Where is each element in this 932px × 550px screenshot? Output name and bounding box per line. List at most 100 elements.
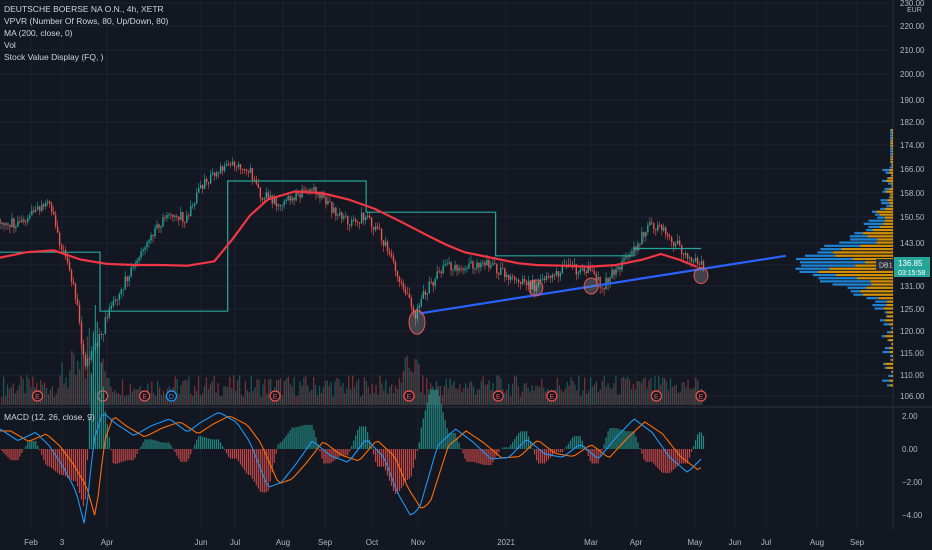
candle-body <box>444 264 446 266</box>
macd-hist-bar <box>35 441 37 449</box>
candle-body <box>682 253 685 255</box>
macd-hist-bar <box>225 449 228 454</box>
candle-body <box>146 242 148 248</box>
macd-hist-bar <box>148 439 150 449</box>
candle-body <box>19 221 21 223</box>
macd-hist-bar <box>243 449 246 471</box>
macd-legend[interactable]: MACD (12, 26, close, 9) <box>4 412 95 422</box>
volume-bar <box>361 395 364 405</box>
candle-body <box>525 281 528 286</box>
macd-hist-bar <box>61 449 63 475</box>
candle-body <box>335 207 337 216</box>
volume-bar <box>305 376 307 405</box>
indicator-vol[interactable]: Vol <box>4 40 16 50</box>
volume-bar <box>691 389 693 405</box>
vp-bar-up <box>880 319 885 322</box>
volume-bar <box>160 395 163 405</box>
candle-body <box>112 301 114 307</box>
volume-bar <box>299 381 301 405</box>
volume-bar <box>211 381 213 405</box>
vp-bar-down <box>891 155 893 158</box>
symbol-title[interactable]: DEUTSCHE BOERSE NA O.N., 4h, XETR <box>4 4 164 14</box>
candle-body <box>551 274 554 278</box>
macd-hist-bar <box>166 442 168 449</box>
candle-body <box>233 161 236 167</box>
macd-hist-bar <box>373 449 375 455</box>
volume-bar <box>492 382 494 405</box>
macd-hist-bar <box>303 425 305 449</box>
indicator-vpvr[interactable]: VPVR (Number Of Rows, 80, Up/Down, 80) <box>4 16 169 26</box>
macd-hist-bar <box>55 449 57 472</box>
candle-body <box>215 172 218 177</box>
candle-body <box>368 215 371 218</box>
macd-hist-bar <box>394 449 397 495</box>
volume-bar <box>344 393 346 405</box>
volume-bar <box>242 396 245 405</box>
volume-bar <box>669 378 672 405</box>
macd-hist-bar <box>345 449 347 456</box>
macd-hist-bar <box>261 449 263 493</box>
volume-bar <box>650 377 652 405</box>
indicator-stock-value[interactable]: Stock Value Display (FQ, ) <box>4 52 104 62</box>
candle-body <box>100 334 103 335</box>
macd-hist-bar <box>621 429 623 449</box>
candle-body <box>190 206 192 217</box>
macd-hist-bar <box>293 427 295 449</box>
vp-bar-down <box>877 238 893 241</box>
macd-hist-bar <box>524 431 526 449</box>
volume-bar <box>357 378 360 405</box>
macd-hist-bar <box>29 440 31 449</box>
volume-bar <box>439 386 442 405</box>
candle-body <box>285 199 287 202</box>
macd-hist-bar <box>637 442 639 449</box>
macd-hist-bar <box>585 449 587 451</box>
candle-body <box>490 265 492 268</box>
vp-bar-down <box>891 136 893 140</box>
macd-hist-bar <box>426 402 428 449</box>
candle-body <box>539 279 542 283</box>
candle-body <box>494 263 496 265</box>
macd-hist-bar <box>132 449 134 461</box>
volume-bar <box>422 375 424 405</box>
volume-bar <box>340 386 342 405</box>
candle-body <box>25 221 27 223</box>
macd-hist-bar <box>474 449 476 463</box>
macd-hist-bar <box>684 449 687 464</box>
volume-bar <box>102 358 104 405</box>
volume-bar <box>82 357 85 405</box>
volume-bar <box>543 387 545 405</box>
vp-bar-up <box>888 196 891 199</box>
macd-hist-bar <box>43 449 45 460</box>
volume-bar <box>379 375 381 405</box>
volume-bar <box>110 386 112 405</box>
macd-hist-bar <box>565 446 567 449</box>
macd-hist-bar <box>595 449 597 464</box>
volume-bar <box>118 393 120 405</box>
candle-body <box>52 211 55 215</box>
candle-body <box>48 201 51 204</box>
indicator-ma[interactable]: MA (200, close, 0) <box>4 28 73 38</box>
candle-body <box>0 218 1 224</box>
volume-bar <box>328 385 330 405</box>
volume-bar <box>26 375 28 405</box>
candle-body <box>535 285 538 292</box>
vp-bar-down <box>862 232 893 235</box>
candle-body <box>46 201 49 204</box>
macd-hist-bar <box>601 449 603 451</box>
volume-bar <box>617 394 619 405</box>
candle-body <box>80 322 83 344</box>
volume-bar <box>562 391 564 405</box>
vp-bar-down <box>878 297 893 300</box>
volume-bar <box>529 391 531 405</box>
candle-body <box>462 268 464 271</box>
volume-bar <box>531 385 533 405</box>
candle-body <box>404 288 407 294</box>
volume-bar <box>61 362 63 405</box>
vp-bar-down <box>884 216 893 219</box>
macd-hist-bar <box>573 436 575 449</box>
macd-hist-bar <box>325 449 327 464</box>
candle-body <box>583 268 585 272</box>
vp-bar-up <box>890 136 892 140</box>
candle-body <box>194 203 196 206</box>
